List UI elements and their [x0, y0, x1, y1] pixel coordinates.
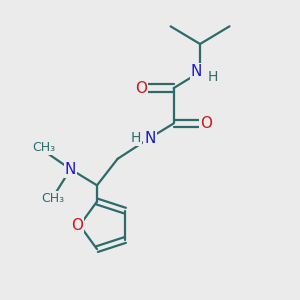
Text: O: O [71, 218, 83, 233]
Text: N: N [144, 131, 156, 146]
Text: N: N [65, 162, 76, 177]
Text: O: O [135, 81, 147, 96]
Text: H: H [207, 70, 218, 84]
Text: CH₃: CH₃ [41, 192, 64, 205]
Text: N: N [191, 64, 202, 80]
Text: O: O [200, 116, 212, 131]
Text: H: H [131, 131, 141, 145]
Text: CH₃: CH₃ [32, 141, 56, 154]
